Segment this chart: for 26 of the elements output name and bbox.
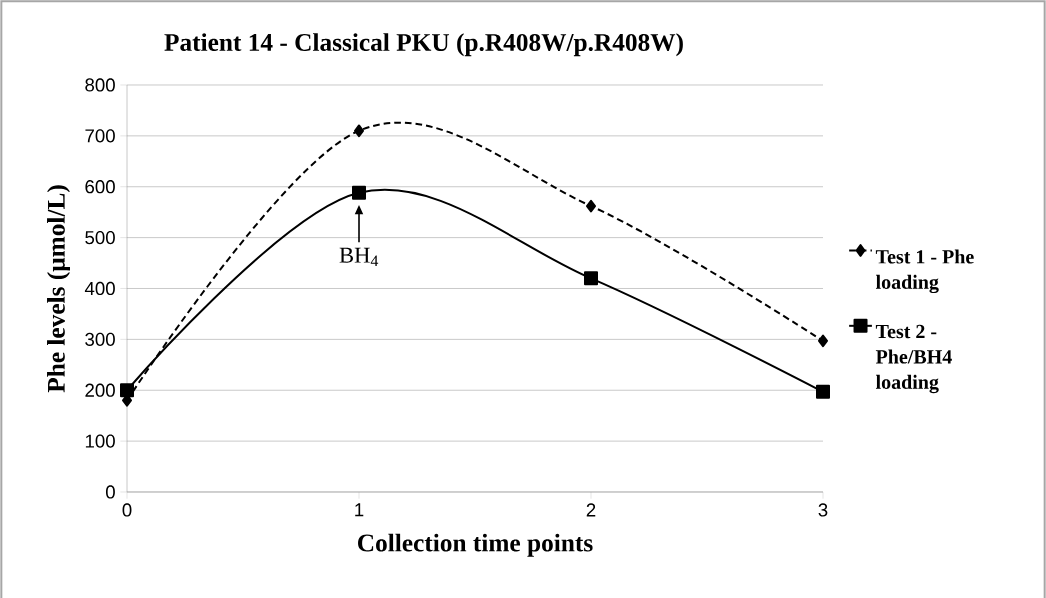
y-tick-label: 500	[85, 230, 115, 245]
point	[816, 384, 830, 399]
legend-label: Test 1 - Phe loading	[875, 249, 974, 294]
chart-title: Patient 14 - Classical PKU (p.R408W/p.R408W)	[164, 33, 683, 57]
y-axis-title: Phe levels (μmol/L)	[47, 185, 70, 393]
y-tick-label: 700	[85, 129, 115, 143]
y-tick-label: 800	[85, 78, 115, 92]
x-axis-title: Collection time points	[358, 533, 593, 557]
x-tick-label: 0	[122, 503, 132, 517]
point	[352, 185, 367, 200]
y-tick-label: 300	[85, 332, 115, 346]
y-tick-label: 100	[85, 434, 115, 448]
point	[354, 124, 364, 138]
y-tick-label: 600	[85, 180, 115, 194]
legend-label: Test 2 - Phe/BH4 loading	[875, 324, 952, 394]
x-tick-label: 1	[355, 503, 364, 517]
point	[818, 334, 828, 348]
x-tick-label: 3	[818, 503, 828, 517]
y-tick-label: 0	[105, 485, 115, 499]
point	[584, 271, 598, 286]
point	[586, 199, 596, 213]
annotation: BH$_{4}$	[339, 247, 379, 267]
point	[120, 383, 135, 398]
y-tick-label: 200	[85, 383, 115, 397]
y-tick-label: 400	[84, 281, 115, 296]
x-tick-label: 2	[586, 503, 596, 517]
